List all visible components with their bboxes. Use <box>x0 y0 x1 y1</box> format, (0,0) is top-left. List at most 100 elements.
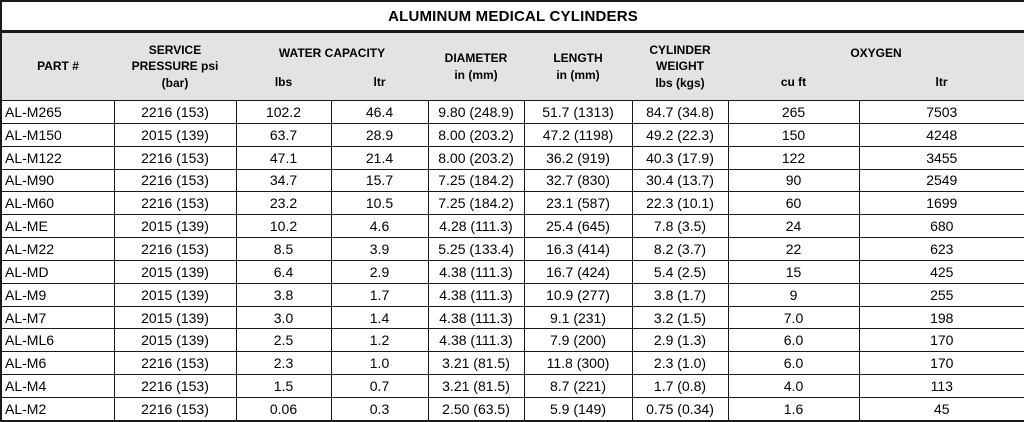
cell-water-capacity-lbs: 8.5 <box>235 237 332 261</box>
service-pressure-line3: (bar) <box>161 75 189 90</box>
cell-oxygen-cuft: 22 <box>727 237 860 261</box>
cell-water-capacity-ltr: 2.9 <box>330 259 429 284</box>
cell-cylinder-weight: 22.3 (10.1) <box>631 191 729 216</box>
cell-diameter: 8.00 (203.2) <box>427 145 525 170</box>
cell-diameter: 4.38 (111.3) <box>427 305 525 330</box>
cell-length: 5.9 (149) <box>523 396 633 422</box>
cell-part-number: AL-M4 <box>0 374 115 398</box>
cell-length: 16.3 (414) <box>523 237 633 261</box>
cell-cylinder-weight: 1.7 (0.8) <box>631 374 729 398</box>
cell-water-capacity-lbs: 102.2 <box>235 100 332 124</box>
cell-oxygen-cuft: 90 <box>727 168 860 193</box>
cell-diameter: 7.25 (184.2) <box>427 168 525 193</box>
cell-part-number: AL-M122 <box>0 145 115 170</box>
service-pressure-line2: PRESSURE psi <box>131 59 219 74</box>
cell-diameter: 2.50 (63.5) <box>427 396 525 422</box>
cell-diameter: 4.38 (111.3) <box>427 282 525 307</box>
cell-water-capacity-lbs: 1.5 <box>235 374 332 398</box>
cell-length: 10.9 (277) <box>523 282 633 307</box>
table-title: ALUMINUM MEDICAL CYLINDERS <box>1 1 1024 33</box>
cell-oxygen-ltr: 425 <box>858 259 1024 284</box>
cell-service-pressure: 2015 (139) <box>113 122 237 147</box>
cell-diameter: 9.80 (248.9) <box>427 100 525 124</box>
cell-service-pressure: 2216 (153) <box>113 374 237 398</box>
cell-diameter: 5.25 (133.4) <box>427 237 525 261</box>
table-row: AL-M2 2216 (153) 0.06 0.3 2.50 (63.5) 5.9 (14… <box>0 396 1024 422</box>
table-row: AL-ME 2015 (139) 10.2 4.6 4.28 (111.3) 25.4 (… <box>0 214 1024 239</box>
cell-oxygen-ltr: 170 <box>858 328 1024 353</box>
cell-part-number: AL-M150 <box>0 122 115 147</box>
cell-diameter: 3.21 (81.5) <box>427 351 525 376</box>
table-row: AL-M90 2216 (153) 34.7 15.7 7.25 (184.2) 32.7… <box>0 168 1024 193</box>
cell-water-capacity-lbs: 3.8 <box>235 282 332 307</box>
cell-part-number: AL-ME <box>0 214 115 239</box>
table-row: AL-M6 2216 (153) 2.3 1.0 3.21 (81.5) 11.8 (30… <box>0 351 1024 376</box>
table-row: AL-MD 2015 (139) 6.4 2.9 4.38 (111.3) 16.7 (4… <box>0 259 1024 284</box>
cell-length: 8.7 (221) <box>523 374 633 398</box>
col-header-diameter: DIAMETER in (mm) <box>428 31 524 101</box>
cell-oxygen-cuft: 24 <box>727 214 860 239</box>
cell-oxygen-ltr: 170 <box>858 351 1024 376</box>
cell-oxygen-ltr: 3455 <box>858 145 1024 170</box>
cylinder-weight-line3: lbs (kgs) <box>655 75 705 90</box>
cell-length: 51.7 (1313) <box>523 100 633 124</box>
col-header-oxygen: OXYGEN <box>728 31 1024 73</box>
table-row: AL-ML6 2015 (139) 2.5 1.2 4.38 (111.3) 7.9 (2… <box>0 328 1024 353</box>
cell-oxygen-ltr: 4248 <box>858 122 1024 147</box>
cell-diameter: 4.38 (111.3) <box>427 259 525 284</box>
cell-cylinder-weight: 2.3 (1.0) <box>631 351 729 376</box>
cell-cylinder-weight: 5.4 (2.5) <box>631 259 729 284</box>
cell-service-pressure: 2015 (139) <box>113 328 237 353</box>
part-number-header-label: PART # <box>37 59 79 74</box>
cell-diameter: 4.28 (111.3) <box>427 214 525 239</box>
cell-diameter: 8.00 (203.2) <box>427 122 525 147</box>
table-body: AL-M265 2216 (153) 102.2 46.4 9.80 (248.9) 51… <box>0 100 1024 422</box>
col-header-cylinder-weight: CYLINDER WEIGHT lbs (kgs) <box>632 31 728 101</box>
cylinder-weight-line1: CYLINDER <box>649 43 711 58</box>
cell-cylinder-weight: 0.75 (0.34) <box>631 396 729 422</box>
cell-service-pressure: 2216 (153) <box>113 191 237 216</box>
cell-water-capacity-ltr: 46.4 <box>330 100 429 124</box>
cell-water-capacity-lbs: 10.2 <box>235 214 332 239</box>
cell-oxygen-ltr: 1699 <box>858 191 1024 216</box>
cell-water-capacity-ltr: 1.4 <box>330 305 429 330</box>
cell-water-capacity-lbs: 47.1 <box>235 145 332 170</box>
cell-water-capacity-lbs: 63.7 <box>235 122 332 147</box>
cell-water-capacity-ltr: 28.9 <box>330 122 429 147</box>
table-row: AL-M60 2216 (153) 23.2 10.5 7.25 (184.2) 23.1… <box>0 191 1024 216</box>
cell-water-capacity-lbs: 0.06 <box>235 396 332 422</box>
col-header-length: LENGTH in (mm) <box>524 31 632 101</box>
table-row: AL-M122 2216 (153) 47.1 21.4 8.00 (203.2) 36.… <box>0 145 1024 170</box>
table-row: AL-M265 2216 (153) 102.2 46.4 9.80 (248.9) 51… <box>0 100 1024 124</box>
cell-length: 47.2 (1198) <box>523 122 633 147</box>
cell-oxygen-cuft: 265 <box>727 100 860 124</box>
cell-water-capacity-ltr: 3.9 <box>330 237 429 261</box>
cell-oxygen-ltr: 113 <box>858 374 1024 398</box>
cell-water-capacity-ltr: 1.7 <box>330 282 429 307</box>
table-row: AL-M7 2015 (139) 3.0 1.4 4.38 (111.3) 9.1 (23… <box>0 305 1024 330</box>
cell-water-capacity-ltr: 4.6 <box>330 214 429 239</box>
cell-part-number: AL-M7 <box>0 305 115 330</box>
title-row: ALUMINUM MEDICAL CYLINDERS <box>1 1 1024 33</box>
cell-water-capacity-lbs: 34.7 <box>235 168 332 193</box>
cell-part-number: AL-ML6 <box>0 328 115 353</box>
table-row: AL-M22 2216 (153) 8.5 3.9 5.25 (133.4) 16.3 (… <box>0 237 1024 261</box>
cell-part-number: AL-M9 <box>0 282 115 307</box>
cell-service-pressure: 2015 (139) <box>113 305 237 330</box>
cell-cylinder-weight: 2.9 (1.3) <box>631 328 729 353</box>
cell-part-number: AL-M265 <box>0 100 115 124</box>
cell-service-pressure: 2216 (153) <box>113 237 237 261</box>
length-line2: in (mm) <box>556 67 600 82</box>
cell-oxygen-ltr: 623 <box>858 237 1024 261</box>
cell-part-number: AL-M60 <box>0 191 115 216</box>
cell-water-capacity-ltr: 0.3 <box>330 396 429 422</box>
cell-service-pressure: 2015 (139) <box>113 259 237 284</box>
cell-cylinder-weight: 49.2 (22.3) <box>631 122 729 147</box>
cell-oxygen-ltr: 2549 <box>858 168 1024 193</box>
cell-oxygen-cuft: 4.0 <box>727 374 860 398</box>
table-row: AL-M4 2216 (153) 1.5 0.7 3.21 (81.5) 8.7 (221… <box>0 374 1024 398</box>
cell-cylinder-weight: 7.8 (3.5) <box>631 214 729 239</box>
cell-part-number: AL-M2 <box>0 396 115 422</box>
cell-water-capacity-lbs: 6.4 <box>235 259 332 284</box>
